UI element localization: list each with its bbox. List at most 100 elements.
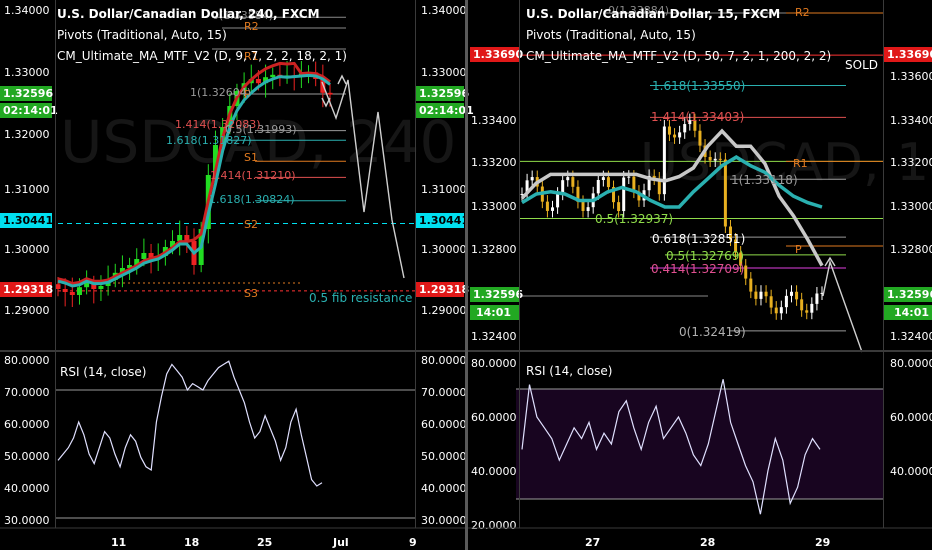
left-axis-tick: 1.29000 bbox=[4, 304, 50, 317]
right-fib-05a-label: 0.5(1.32937) bbox=[595, 212, 673, 226]
right-candle-body bbox=[551, 207, 555, 211]
right-candle-body bbox=[749, 278, 753, 292]
left-ma-indicator: CM_Ultimate_MA_MTF_V2 (D, 9, 7, 2, 2, 18… bbox=[57, 49, 347, 63]
right-candle-body bbox=[800, 299, 804, 311]
right-timer-badge-l bbox=[470, 305, 520, 320]
left-projection-arrow-up bbox=[337, 74, 347, 85]
right-rsi-panel[interactable]: RSI (14, close) bbox=[516, 364, 883, 515]
right-laxis-tick: 1.32400 bbox=[471, 330, 517, 343]
right-candle-body bbox=[723, 159, 727, 227]
right-price-axis-right[interactable]: 1.33600 1.33400 1.33200 1.33000 1.32800 … bbox=[890, 70, 932, 343]
right-last-badge-r-text: 1.32596 bbox=[887, 288, 932, 301]
left-p-label: P bbox=[244, 88, 251, 101]
right-candle-body bbox=[545, 201, 549, 211]
left-candle-body bbox=[184, 235, 190, 241]
right-candle-body bbox=[622, 177, 626, 212]
right-candle-body bbox=[576, 186, 580, 202]
left-candle-body bbox=[327, 92, 333, 95]
left-axis-tick: 1.33000 bbox=[4, 66, 50, 79]
right-date-label: 29 bbox=[815, 536, 830, 549]
left-title: U.S. Dollar/Canadian Dollar, 240, FXCM bbox=[57, 7, 320, 21]
right-ma-teal-line bbox=[521, 155, 823, 209]
left-fib-05-label: 0.5(1.31993) bbox=[225, 123, 297, 136]
right-red-badge-r-text: 1.33690 bbox=[887, 48, 932, 61]
left-header: U.S. Dollar/Canadian Dollar, 240, FXCM P… bbox=[57, 7, 347, 63]
left-watermark: USDCAD, 240 bbox=[60, 108, 456, 176]
left-projection-path bbox=[321, 79, 405, 279]
left-last-badge-r-text: 1.32596 bbox=[419, 87, 469, 100]
right-raxis-tick: 1.32800 bbox=[890, 243, 932, 256]
right-r1-label: R1 bbox=[793, 157, 808, 170]
left-last-badge-r bbox=[416, 86, 464, 101]
right-rsi-rtick: 60.0000 bbox=[890, 411, 932, 424]
right-red-badge-l-text: 1.33690 bbox=[473, 48, 523, 61]
right-red-badge-l bbox=[470, 47, 520, 62]
right-fib-1618-label: 1.618(1.33550) bbox=[652, 79, 745, 93]
left-cyan-badge-l bbox=[0, 213, 52, 228]
left-s1-label: S1 bbox=[244, 151, 258, 164]
right-candle-body bbox=[627, 176, 631, 178]
right-price-axis-left[interactable]: 1.33400 1.33200 1.33000 1.32800 1.32400 bbox=[471, 114, 517, 343]
right-candle-body bbox=[520, 193, 524, 195]
left-rsi-tick: 30.0000 bbox=[4, 514, 50, 527]
right-fib-0414-label: 0.414(1.32709) bbox=[651, 262, 744, 276]
left-rsi-rtick: 50.0000 bbox=[421, 450, 467, 463]
right-date-label: 27 bbox=[585, 536, 600, 549]
right-candle-body bbox=[789, 291, 793, 296]
left-timer-badge-r-text: 02:14:01 bbox=[419, 104, 474, 117]
right-candle-body bbox=[795, 291, 799, 300]
right-candle-body bbox=[718, 158, 722, 160]
left-rsi-axis-right: 80.0000 70.0000 60.0000 50.0000 40.0000 … bbox=[421, 354, 467, 527]
left-candle-body bbox=[212, 145, 218, 175]
left-candle-body bbox=[170, 241, 176, 247]
left-timer-badge-r bbox=[416, 103, 464, 118]
right-candle-body bbox=[662, 126, 666, 195]
left-cyan-badge-l-text: 1.30441 bbox=[3, 214, 53, 227]
right-rsi-rtick: 40.0000 bbox=[890, 465, 932, 478]
chart-split-divider[interactable] bbox=[465, 0, 468, 550]
right-rsi-ltick: 40.0000 bbox=[471, 465, 517, 478]
left-candle-body bbox=[177, 235, 183, 241]
left-fib-top-label: 0(1.33884) bbox=[212, 9, 273, 22]
right-candle-body bbox=[734, 239, 738, 253]
left-candle-body bbox=[55, 284, 61, 289]
right-level-labels: 0(1.33884) R2 SOLD 1.618(1.33550) 1.414(… bbox=[595, 4, 878, 339]
left-chart-panel[interactable]: USDCAD, 240 bbox=[55, 16, 457, 307]
right-timer-badge-l-text: 14:01 bbox=[476, 306, 511, 319]
left-price-axis-right[interactable]: 1.34000 1.33000 1.31000 1.30000 1.29000 bbox=[421, 4, 467, 317]
right-candle-body bbox=[657, 178, 661, 195]
right-last-badge-l-text: 1.32596 bbox=[473, 288, 523, 301]
right-fib-0618-label: 0.618(1.32851) bbox=[652, 232, 745, 246]
right-fib-0-label: 0(1.32419) bbox=[679, 325, 746, 339]
left-date-label: 9 bbox=[409, 536, 417, 549]
right-rsi-ltick: 20.0000 bbox=[471, 519, 517, 532]
left-time-axis[interactable]: 11 18 25 Jul 9 bbox=[111, 536, 417, 549]
right-laxis-tick: 1.33200 bbox=[471, 156, 517, 169]
right-candle-body bbox=[667, 126, 671, 135]
right-candle-body bbox=[673, 134, 677, 138]
left-candle-body bbox=[270, 74, 276, 78]
left-rsi-title: RSI (14, close) bbox=[60, 365, 146, 379]
left-rsi-rtick: 80.0000 bbox=[421, 354, 467, 367]
left-rsi-panel[interactable]: RSI (14, close) bbox=[56, 360, 416, 519]
right-candle-body bbox=[728, 226, 732, 240]
right-raxis-tick: 1.32400 bbox=[890, 330, 932, 343]
right-red-badge-r bbox=[884, 47, 932, 62]
left-axis-tick: 1.31000 bbox=[4, 183, 50, 196]
left-s3-label: S3 bbox=[244, 287, 258, 300]
right-candle-body bbox=[693, 120, 697, 131]
left-date-label: Jul bbox=[332, 536, 349, 549]
left-candle-body bbox=[127, 265, 133, 268]
right-candle-body bbox=[759, 291, 763, 299]
left-ma-teal-line bbox=[57, 73, 331, 288]
right-time-axis[interactable]: 27 28 29 bbox=[585, 536, 830, 549]
left-raxis-tick: 1.30000 bbox=[421, 243, 467, 256]
right-rsi-ltick: 80.0000 bbox=[471, 357, 517, 370]
right-candle-body bbox=[596, 179, 600, 194]
right-candle-body bbox=[581, 201, 585, 211]
right-candle-body bbox=[810, 303, 814, 313]
left-price-axis-left[interactable]: 1.34000 1.33000 1.32000 1.31000 1.30000 … bbox=[4, 4, 50, 317]
left-candle-body bbox=[134, 259, 140, 265]
right-candle-body bbox=[784, 295, 788, 308]
